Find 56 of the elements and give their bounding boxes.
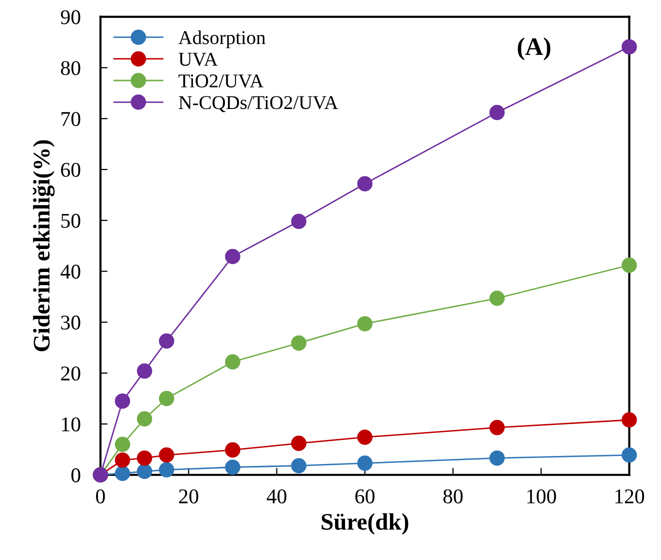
point: [136, 411, 152, 427]
y-tick-label: 10: [62, 417, 80, 432]
point: [136, 363, 152, 379]
point: [622, 39, 637, 54]
point: [622, 412, 637, 428]
point: [291, 214, 306, 230]
y-tick-label: 60: [61, 162, 80, 177]
annotation: (A): [518, 38, 550, 60]
point: [291, 335, 306, 351]
point: [158, 333, 174, 349]
point: [225, 442, 240, 458]
point: [291, 436, 306, 451]
y-tick-label: 20: [61, 366, 80, 381]
y-tick-label: 30: [61, 316, 80, 330]
point: [225, 248, 240, 264]
point: [489, 450, 505, 466]
y-tick-label: 40: [60, 264, 80, 279]
point: [114, 393, 130, 409]
x-tick-label: 60: [355, 489, 374, 504]
point: [114, 466, 130, 481]
y-tick-label: 0: [71, 468, 80, 482]
point: [357, 430, 373, 445]
point: [622, 447, 637, 463]
legend-label: N-CQDs/TiO2/UVA: [178, 96, 338, 112]
point: [622, 258, 637, 273]
point: [158, 390, 174, 406]
point: [158, 462, 174, 478]
y-tick-label: 80: [60, 61, 80, 76]
point: [357, 176, 373, 192]
point: [114, 452, 130, 468]
x-tick-label: 80: [443, 489, 463, 504]
x-tick-label: 0: [96, 489, 105, 504]
legend-label: TiO2/UVA: [178, 74, 264, 88]
point: [357, 316, 373, 332]
legend-label: UVA: [178, 52, 218, 66]
y-tick-label: 50: [61, 214, 80, 228]
point: [357, 456, 373, 471]
x-tick-label: 100: [527, 489, 556, 504]
point: [291, 458, 306, 474]
point: [489, 420, 505, 436]
point: [136, 450, 152, 466]
point: [225, 460, 240, 475]
legend-label: Adsorption: [178, 30, 266, 48]
point: [489, 290, 505, 306]
point: [225, 354, 240, 370]
point: [158, 447, 174, 463]
point: [136, 464, 152, 479]
point: [489, 104, 505, 120]
x-tick-label: 40: [266, 489, 286, 504]
x-tick-label: 120: [615, 489, 644, 504]
y-tick-label: 90: [60, 10, 80, 24]
y-tick-label: 70: [62, 112, 80, 126]
x-tick-label: 20: [179, 489, 198, 504]
x-axis-title: Süre(dk): [322, 513, 408, 535]
y-axis-title: Giderim etkinliği(%): [32, 140, 55, 352]
point: [114, 436, 130, 452]
